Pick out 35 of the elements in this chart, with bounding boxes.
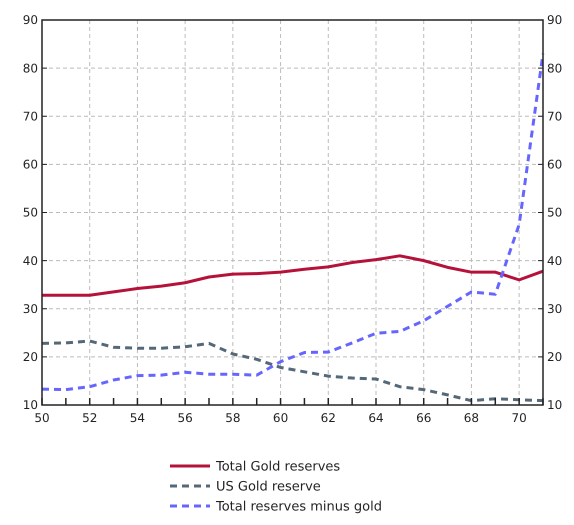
x-tick-label: 52 — [82, 411, 98, 425]
x-tick-label: 68 — [464, 411, 480, 425]
x-tick-label: 50 — [34, 411, 50, 425]
y-tick-label: 20 — [22, 350, 38, 364]
line-series — [40, 339, 544, 402]
x-tick-label: 64 — [368, 411, 384, 425]
line-series — [40, 254, 544, 297]
y-tick-label: 90 — [22, 13, 38, 28]
y2-tick-label: 80 — [547, 61, 562, 76]
y-tick-label: 80 — [22, 61, 38, 76]
y-tick-label: 50 — [22, 206, 38, 220]
y2-tick-label: 70 — [547, 109, 562, 124]
y-tick-label: 60 — [22, 158, 38, 172]
y2-tick-label: 50 — [547, 206, 562, 220]
y2-tick-label: 60 — [547, 158, 562, 172]
x-tick-label: 60 — [272, 411, 288, 425]
y2-tick-label: 40 — [547, 254, 562, 268]
legend-label: Total reserves minus gold — [215, 500, 382, 515]
legend-label: Total Gold reserves — [215, 460, 340, 475]
line-series — [40, 52, 544, 392]
x-tick-label: 66 — [416, 411, 432, 425]
y-tick-label: 30 — [22, 302, 38, 316]
y2-tick-label: 10 — [547, 398, 562, 412]
x-tick-label: 54 — [130, 411, 146, 425]
y-tick-label: 70 — [22, 109, 38, 124]
x-tick-label: 70 — [512, 411, 527, 425]
y2-tick-label: 20 — [547, 350, 562, 364]
x-tick-label: 56 — [178, 411, 193, 425]
y-tick-label: 10 — [22, 398, 38, 412]
x-tick-label: 58 — [225, 411, 240, 425]
x-tick-label: 62 — [320, 411, 336, 425]
y2-tick-label: 90 — [547, 13, 562, 28]
y2-tick-label: 30 — [547, 302, 562, 316]
y-tick-label: 40 — [22, 254, 38, 268]
legend-label: US Gold reserve — [216, 480, 321, 495]
